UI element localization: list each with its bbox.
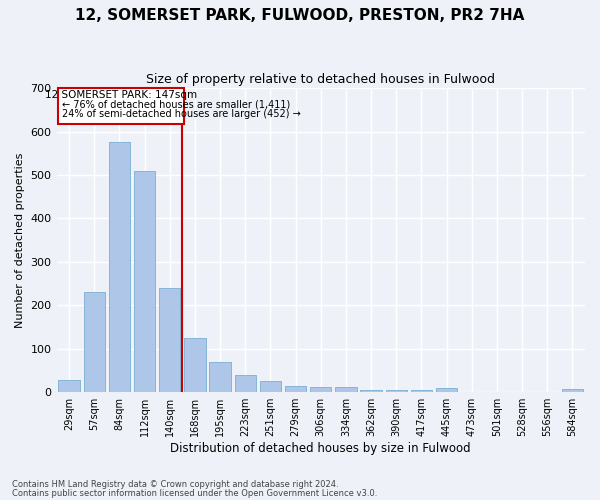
Title: Size of property relative to detached houses in Fulwood: Size of property relative to detached ho… [146,72,495,86]
Bar [436,388,457,392]
Bar [562,389,583,392]
Bar [209,362,231,392]
Bar [361,390,382,392]
Text: 12 SOMERSET PARK: 147sqm: 12 SOMERSET PARK: 147sqm [44,90,197,100]
Text: Contains public sector information licensed under the Open Government Licence v3: Contains public sector information licen… [12,489,377,498]
Bar [260,381,281,392]
Bar [58,380,80,392]
Bar [335,388,356,392]
Bar [83,292,105,392]
Bar [235,375,256,392]
Bar [159,288,181,392]
FancyBboxPatch shape [58,88,184,124]
Bar [386,390,407,392]
Text: 12, SOMERSET PARK, FULWOOD, PRESTON, PR2 7HA: 12, SOMERSET PARK, FULWOOD, PRESTON, PR2… [76,8,524,22]
X-axis label: Distribution of detached houses by size in Fulwood: Distribution of detached houses by size … [170,442,471,455]
Bar [411,390,432,392]
Bar [285,386,307,392]
Text: ← 76% of detached houses are smaller (1,411): ← 76% of detached houses are smaller (1,… [62,99,290,109]
Bar [109,142,130,392]
Bar [310,388,331,392]
Text: Contains HM Land Registry data © Crown copyright and database right 2024.: Contains HM Land Registry data © Crown c… [12,480,338,489]
Y-axis label: Number of detached properties: Number of detached properties [15,152,25,328]
Bar [134,170,155,392]
Bar [184,338,206,392]
Text: 24% of semi-detached houses are larger (452) →: 24% of semi-detached houses are larger (… [62,109,301,119]
